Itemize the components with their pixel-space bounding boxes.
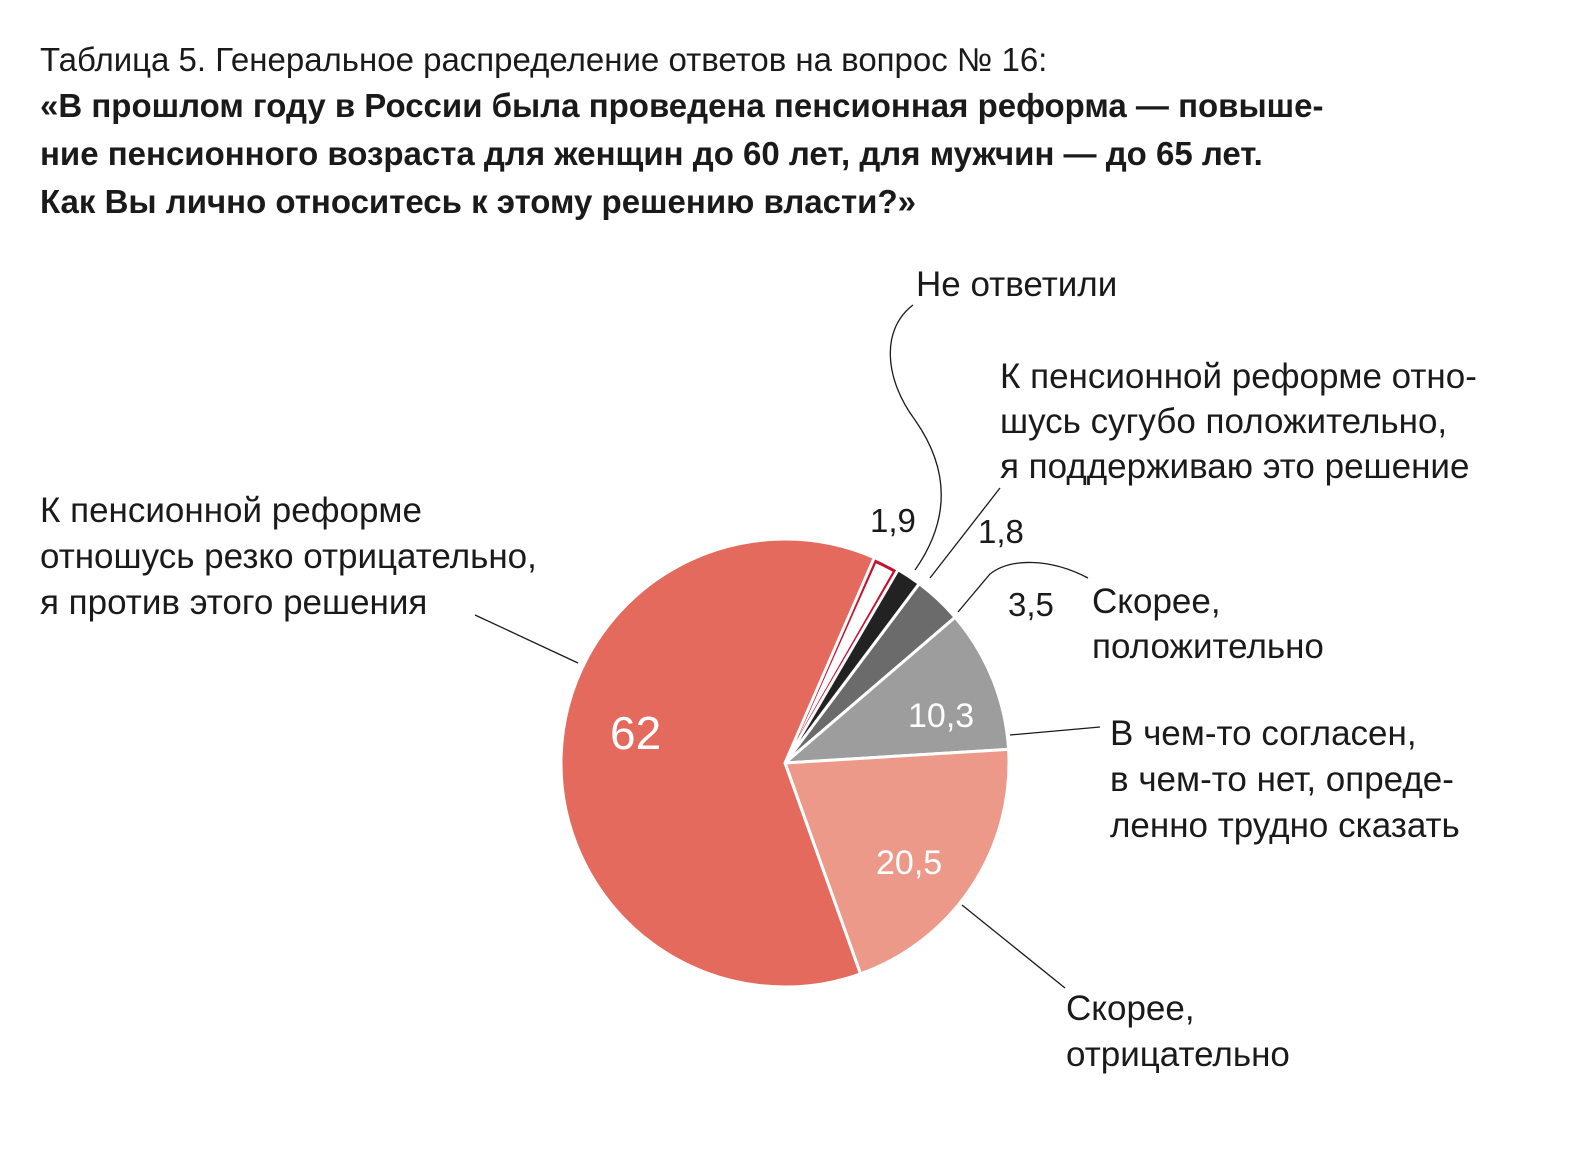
label-strongly-positive-line-3: я поддерживаю это решение (1000, 447, 1469, 486)
pie-slice-neutral (783, 615, 1011, 765)
caption-title: Таблица 5. Генеральное распределение отв… (40, 41, 1048, 78)
caption-question-line-2: ние пенсионного возраста для женщин до 6… (40, 135, 1263, 172)
value-label-neutral: 10,3 (908, 697, 974, 735)
label-strongly-positive-line-1: К пенсионной реформе отно- (1000, 357, 1477, 396)
label-rather-positive-line-1: Скорее, (1092, 582, 1221, 621)
label-strongly-negative-line-2: отношусь резко отрицательно, (40, 537, 537, 576)
label-rather-positive: Скорее, положительно (1092, 582, 1324, 666)
label-rather-positive-line-2: положительно (1092, 627, 1324, 666)
label-rather-negative-line-2: отрицательно (1066, 1035, 1290, 1074)
label-strongly-negative-line-3: я против этого решения (40, 583, 427, 622)
caption-question-line-1: «В прошлом году в России была проведена … (40, 87, 1324, 124)
leader-rather-negative (961, 904, 1066, 989)
leader-strongly-positive (929, 487, 1001, 579)
label-neutral-line-2: в чем-то нет, опреде- (1110, 760, 1454, 799)
leader-no-answer (889, 304, 942, 571)
value-label-strongly-negative: 62 (610, 707, 661, 759)
value-label-rather-positive: 3,5 (1008, 586, 1054, 623)
label-strongly-negative: К пенсионной реформе отношусь резко отри… (40, 491, 547, 622)
label-strongly-negative-line-1: К пенсионной реформе (40, 491, 422, 530)
leader-lines (474, 304, 1101, 989)
value-label-strongly-positive: 1,8 (978, 513, 1024, 550)
chart-caption: Таблица 5. Генеральное распределение отв… (40, 38, 1540, 226)
label-neutral-line-1: В чем-то согласен, (1110, 714, 1417, 753)
caption-question-line-3: Как Вы лично относитесь к этому решению … (40, 183, 916, 220)
leader-neutral (1009, 726, 1101, 736)
label-strongly-positive-line-2: шусь сугубо положительно, (1000, 402, 1447, 441)
leader-strongly-negative (474, 614, 579, 664)
label-rather-negative: Скорее, отрицательно (1066, 989, 1290, 1074)
caption-question: «В прошлом году в России была проведена … (40, 82, 1540, 226)
label-rather-negative-line-1: Скорее, (1066, 989, 1195, 1028)
leader-rather-positive (957, 561, 1089, 613)
label-strongly-positive: К пенсионной реформе отно- шусь сугубо п… (1000, 357, 1487, 486)
legend-labels: Не ответили К пенсионной реформе отно- ш… (40, 265, 1487, 1074)
slice-value-labels: 1,9 1,8 3,5 10,3 20,5 62 (610, 502, 1054, 882)
pie-slices (559, 537, 1011, 989)
pie-slice-strongly-negative (559, 537, 876, 989)
label-neutral: В чем-то согласен, в чем-то нет, опреде-… (1110, 714, 1464, 845)
pie-slice-no-answer (783, 559, 897, 764)
label-no-answer-line-1: Не ответили (916, 265, 1117, 304)
label-no-answer: Не ответили (916, 265, 1117, 304)
value-label-no-answer: 1,9 (870, 502, 916, 539)
value-label-rather-negative: 20,5 (876, 844, 942, 882)
label-neutral-line-3: ленно трудно сказать (1110, 806, 1460, 845)
